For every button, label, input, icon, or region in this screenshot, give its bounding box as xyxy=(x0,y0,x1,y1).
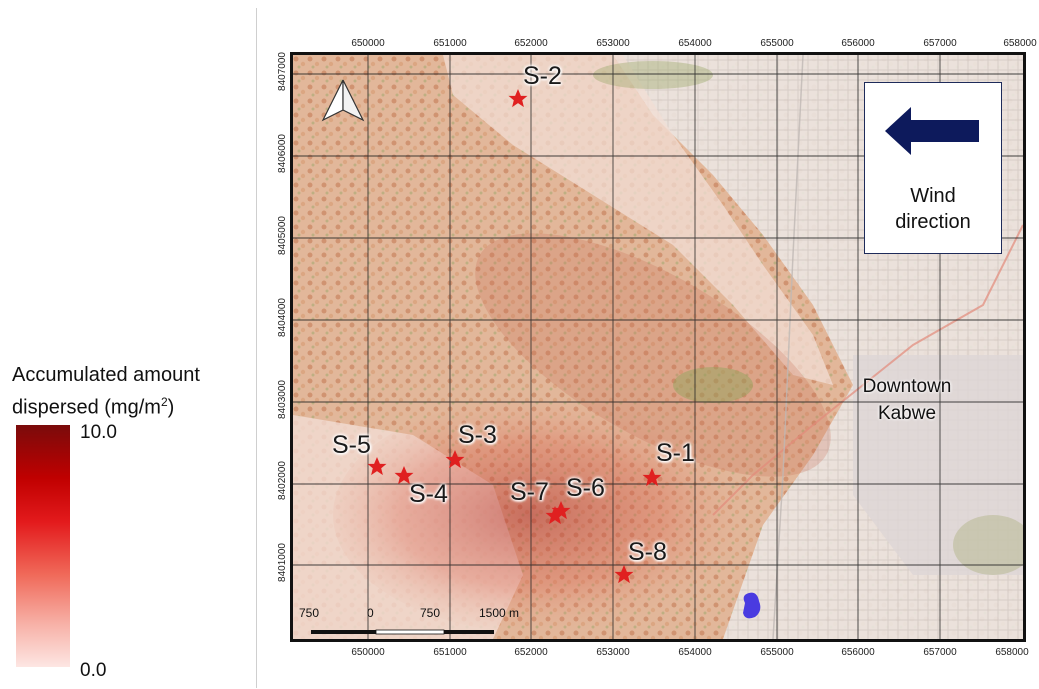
site-label-s2: S-2 xyxy=(523,62,562,90)
site-label-s3: S-3 xyxy=(458,421,497,449)
tailings-blob xyxy=(743,592,761,619)
x-tick-bottom: 654000 xyxy=(678,647,712,658)
y-tick-left: 8401000 xyxy=(276,543,288,582)
y-tick-left: 8407000 xyxy=(276,52,288,91)
downtown-line2: Kabwe xyxy=(877,403,937,424)
x-tick-top: 650000 xyxy=(351,38,385,49)
x-tick-bottom: 657000 xyxy=(923,647,957,658)
legend-color-bar xyxy=(16,425,70,667)
downtown-line1: Downtown xyxy=(862,376,952,397)
wind-direction-panel: Wind direction xyxy=(864,82,1002,254)
x-tick-top: 655000 xyxy=(760,38,794,49)
y-tick-left: 8405000 xyxy=(276,216,288,255)
x-tick-bottom: 653000 xyxy=(596,647,630,658)
site-label-s7: S-7 xyxy=(510,478,549,506)
site-label-s6: S-6 xyxy=(566,474,605,502)
x-tick-top: 651000 xyxy=(433,38,467,49)
scale-label: 0 xyxy=(367,606,374,620)
divider xyxy=(256,8,257,688)
x-tick-bottom: 656000 xyxy=(841,647,875,658)
wind-label-line2: direction xyxy=(895,211,971,233)
scale-label: 1500 m xyxy=(479,606,520,620)
x-tick-bottom: 651000 xyxy=(433,647,467,658)
legend-title-line2: dispersed (mg/m2) xyxy=(12,395,175,419)
wind-arrow-icon xyxy=(885,107,979,155)
x-tick-bottom: 655000 xyxy=(760,647,794,658)
x-tick-bottom: 658000 xyxy=(995,647,1029,658)
y-tick-left: 8404000 xyxy=(276,298,288,337)
site-label-s1: S-1 xyxy=(656,439,695,467)
x-tick-top: 658000 xyxy=(1003,38,1037,49)
site-label-s5: S-5 xyxy=(332,431,371,459)
site-label-s8: S-8 xyxy=(628,538,667,566)
scale-label: 750 xyxy=(299,606,320,620)
x-tick-top: 657000 xyxy=(923,38,957,49)
x-tick-bottom: 650000 xyxy=(351,647,385,658)
y-tick-left: 8402000 xyxy=(276,461,288,500)
legend-title-line1: Accumulated amount xyxy=(12,364,200,386)
x-tick-bottom: 652000 xyxy=(514,647,548,658)
x-tick-top: 652000 xyxy=(514,38,548,49)
site-label-s4: S-4 xyxy=(409,480,448,508)
scale-bar xyxy=(311,629,494,635)
wind-label: Wind direction xyxy=(865,183,1001,235)
x-tick-top: 654000 xyxy=(678,38,712,49)
y-tick-left: 8403000 xyxy=(276,380,288,419)
wind-label-line1: Wind xyxy=(910,185,956,207)
downtown-label: Downtown Kabwe xyxy=(862,373,952,427)
x-tick-top: 653000 xyxy=(596,38,630,49)
legend-min-label: 0.0 xyxy=(80,660,107,681)
north-arrow-icon xyxy=(321,79,365,122)
y-tick-left: 8406000 xyxy=(276,134,288,173)
legend-max-label: 10.0 xyxy=(80,422,117,443)
x-tick-top: 656000 xyxy=(841,38,875,49)
legend-title: Accumulated amount dispersed (mg/m2) xyxy=(12,362,200,422)
scale-label: 750 xyxy=(420,606,441,620)
